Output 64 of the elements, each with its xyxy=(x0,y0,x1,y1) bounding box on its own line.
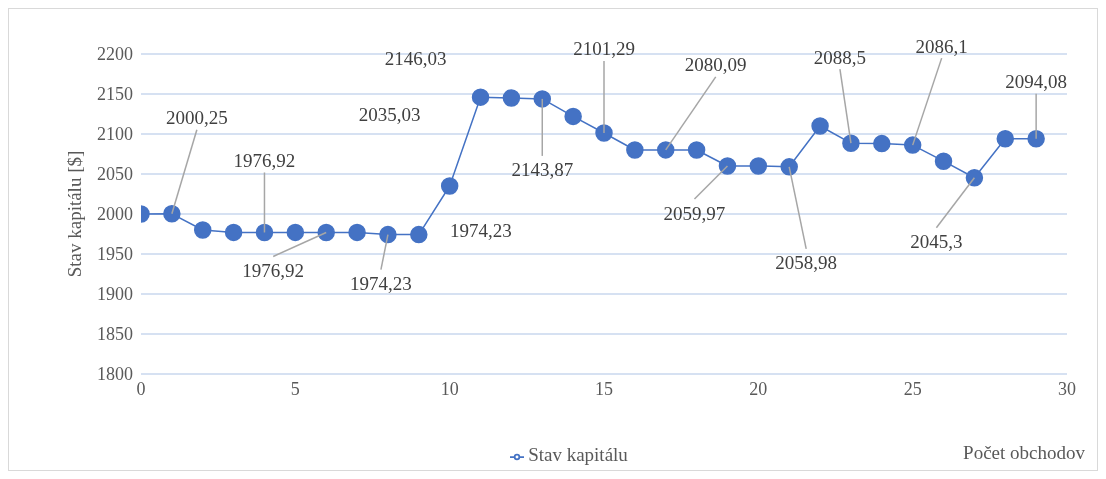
point xyxy=(903,136,922,154)
point xyxy=(317,223,335,242)
y-tick-label: 2100 xyxy=(97,124,133,145)
data-label: 1976,92 xyxy=(242,259,305,281)
point xyxy=(873,134,891,153)
point xyxy=(965,169,984,187)
data-label: 1974,23 xyxy=(449,220,512,242)
point xyxy=(595,124,613,142)
point xyxy=(224,223,243,242)
y-tick-label: 2150 xyxy=(97,84,133,105)
point xyxy=(718,157,737,175)
data-label: 2045,3 xyxy=(910,231,963,253)
x-tick-label: 15 xyxy=(595,378,613,399)
data-label: 2101,29 xyxy=(573,38,635,60)
point xyxy=(1027,129,1045,148)
data-label: 2088,5 xyxy=(813,46,867,68)
point xyxy=(286,223,305,242)
point xyxy=(811,117,829,135)
y-tick-label: 1850 xyxy=(97,324,133,345)
point xyxy=(780,158,798,176)
data-label: 2094,08 xyxy=(1005,71,1068,93)
y-axis-title: Stav kapitálu [$] xyxy=(63,150,85,278)
data-label: 1976,92 xyxy=(233,149,296,171)
y-tick-label: 1950 xyxy=(97,244,133,265)
point xyxy=(348,223,366,242)
data-label: 2058,98 xyxy=(775,252,838,274)
point xyxy=(163,205,181,223)
x-axis-title: Počet obchodov xyxy=(963,442,1085,464)
data-label: 2035,03 xyxy=(358,104,421,126)
point xyxy=(842,134,860,152)
data-label: 1974,23 xyxy=(350,273,412,295)
x-tick-label: 25 xyxy=(903,378,922,399)
point xyxy=(564,107,582,126)
y-tick-label: 2000 xyxy=(97,204,133,225)
y-tick-label: 2200 xyxy=(97,44,133,65)
point xyxy=(471,88,490,106)
x-tick-label: 5 xyxy=(290,378,300,399)
point xyxy=(533,90,552,108)
x-tick-label: 30 xyxy=(1058,378,1076,399)
point xyxy=(502,89,521,107)
data-label: 2143,87 xyxy=(511,159,574,181)
point xyxy=(996,130,1015,148)
point xyxy=(410,225,428,244)
data-label: 2059,97 xyxy=(663,202,726,224)
data-label: 2086,1 xyxy=(915,35,968,57)
point xyxy=(934,152,953,170)
point xyxy=(379,225,397,244)
data-label: 2146,03 xyxy=(384,47,447,69)
point xyxy=(255,223,274,242)
y-tick-label: 1900 xyxy=(97,284,133,305)
point xyxy=(749,157,768,175)
point xyxy=(626,141,644,159)
point xyxy=(656,141,675,159)
y-tick-label: 2050 xyxy=(97,164,133,185)
legend-label: Stav kapitálu xyxy=(528,444,628,465)
y-tick-label: 1800 xyxy=(97,364,133,385)
point xyxy=(440,177,459,195)
point xyxy=(193,221,212,239)
point xyxy=(687,141,706,159)
x-tick-label: 10 xyxy=(440,378,459,399)
data-label: 2000,25 xyxy=(165,107,228,129)
data-label: 2080,09 xyxy=(684,54,747,76)
x-tick-label: 20 xyxy=(749,378,768,399)
x-tick-label: 0 xyxy=(136,378,146,399)
